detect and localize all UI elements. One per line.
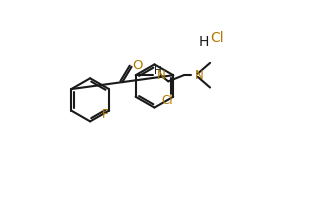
Text: O: O bbox=[133, 59, 143, 72]
Text: H: H bbox=[154, 66, 162, 76]
Text: N: N bbox=[156, 69, 165, 82]
Text: Cl: Cl bbox=[210, 31, 224, 45]
Text: N: N bbox=[195, 69, 204, 82]
Text: H: H bbox=[199, 35, 209, 49]
Text: Cl: Cl bbox=[161, 94, 173, 107]
Text: F: F bbox=[102, 108, 108, 121]
